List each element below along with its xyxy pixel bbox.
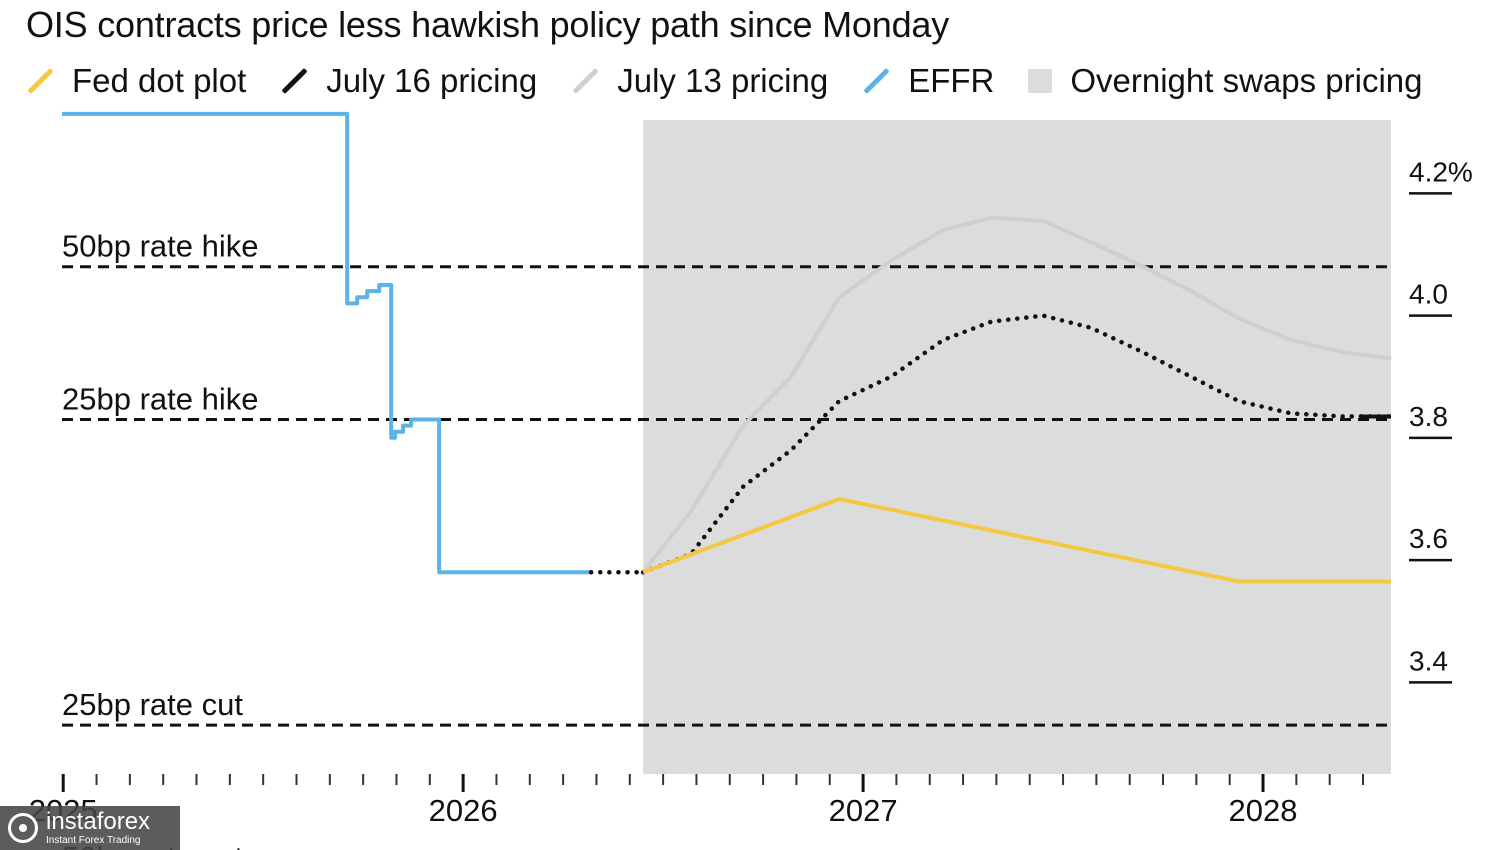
legend-item-swaps: Overnight swaps pricing <box>1028 62 1423 100</box>
chart-title: OIS contracts price less hawkish policy … <box>26 4 950 45</box>
legend-label-swaps: Overnight swaps pricing <box>1070 62 1423 99</box>
series-line-fed-dot-plot <box>642 497 1391 584</box>
watermark-brand: instaforex <box>46 808 151 835</box>
instaforex-logo-icon <box>8 813 38 843</box>
reference-label-25bp-rate-hike: 25bp rate hike <box>62 381 258 416</box>
legend-item-effr: EFFR <box>862 62 994 100</box>
y-tick-label-3-6: 3.6 <box>1409 523 1448 554</box>
series-line-july-16-pricing <box>640 313 1394 575</box>
legend: Fed dot plot July 16 pricing July 13 pri… <box>26 62 1423 100</box>
legend-label-july-16: July 16 pricing <box>326 62 538 99</box>
series-line-effr <box>62 111 592 575</box>
x-tick-label-2026: 2026 <box>429 793 498 828</box>
shaded-region-overnight-swaps <box>643 120 1391 774</box>
x-tick-label-2027: 2027 <box>829 793 898 828</box>
watermark: instaforex Instant Forex Trading <box>0 806 180 850</box>
reference-label-50bp-rate-hike: 50bp rate hike <box>62 229 258 264</box>
legend-label-july-13: July 13 pricing <box>617 62 829 99</box>
watermark-tagline: Instant Forex Trading <box>46 835 141 846</box>
y-tick-label-3-8: 3.8 <box>1409 401 1448 432</box>
legend-item-july-16: July 16 pricing <box>280 62 537 100</box>
legend-item-fed-dot-plot: Fed dot plot <box>26 62 246 100</box>
reference-label-25bp-rate-cut: 25bp rate cut <box>62 687 243 722</box>
x-tick-label-2028: 2028 <box>1229 793 1298 828</box>
legend-swatch-swaps <box>1028 69 1053 93</box>
legend-label-effr: EFFR <box>908 62 995 99</box>
y-tick-label-4-2pct: 4.2% <box>1409 156 1473 187</box>
legend-label-fed-dot-plot: Fed dot plot <box>72 62 247 99</box>
y-tick-label-3-4: 3.4 <box>1409 645 1448 676</box>
y-tick-label-4-0: 4.0 <box>1409 279 1448 310</box>
series-line-july-13-pricing <box>641 215 1392 574</box>
legend-item-july-13: July 13 pricing <box>571 62 828 100</box>
